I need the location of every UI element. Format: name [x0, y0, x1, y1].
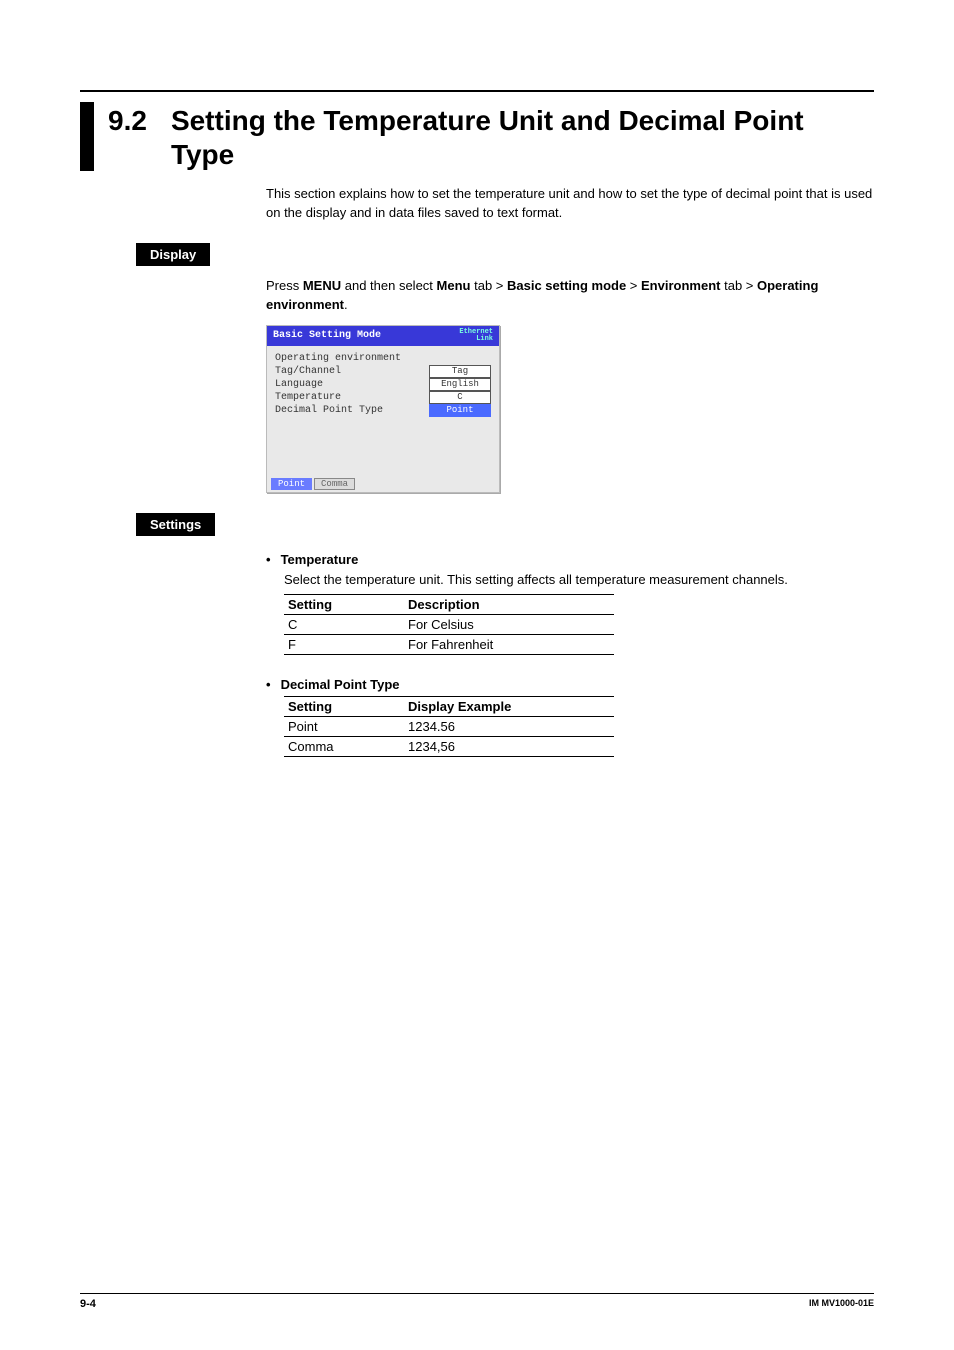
cell-desc: For Fahrenheit: [404, 634, 614, 654]
menu-key: MENU: [303, 278, 341, 293]
device-field-row: Temperature C: [275, 391, 491, 404]
device-title: Basic Setting Mode: [273, 330, 381, 341]
device-field-value[interactable]: Tag: [429, 365, 491, 378]
section-number: 9.2: [108, 102, 147, 138]
decimal-table: Setting Display Example Point 1234.56 Co…: [284, 696, 614, 757]
cell-example: 1234,56: [404, 736, 614, 756]
setting-description: Select the temperature unit. This settin…: [284, 571, 874, 590]
title-accent-bar: [80, 102, 94, 171]
cell-example: 1234.56: [404, 716, 614, 736]
col-setting: Setting: [284, 594, 404, 614]
group-label: Operating environment: [275, 353, 491, 364]
device-field-row: Tag/Channel Tag: [275, 365, 491, 378]
temperature-table: Setting Description C For Celsius F For …: [284, 594, 614, 655]
temperature-setting: • Temperature Select the temperature uni…: [266, 552, 874, 655]
table-header-row: Setting Display Example: [284, 696, 614, 716]
device-field-value[interactable]: English: [429, 378, 491, 391]
cell-desc: For Celsius: [404, 614, 614, 634]
table-row: F For Fahrenheit: [284, 634, 614, 654]
cell-setting: Point: [284, 716, 404, 736]
bullet-icon: •: [266, 552, 271, 567]
col-description: Description: [404, 594, 614, 614]
table-row: Comma 1234,56: [284, 736, 614, 756]
table-header-row: Setting Description: [284, 594, 614, 614]
device-header: Basic Setting Mode Ethernet Link: [267, 326, 499, 346]
device-screenshot: Basic Setting Mode Ethernet Link Operati…: [266, 325, 500, 493]
device-footer: Point Comma: [267, 476, 499, 492]
setting-title: Decimal Point Type: [281, 677, 400, 692]
page-footer: 9-4 IM MV1000-01E: [80, 1293, 874, 1310]
footer-option[interactable]: Comma: [314, 478, 355, 490]
device-field-value-selected[interactable]: Point: [429, 404, 491, 417]
device-screenshot-wrap: Basic Setting Mode Ethernet Link Operati…: [266, 325, 874, 493]
device-field-value[interactable]: C: [429, 391, 491, 404]
display-heading: Display: [136, 243, 210, 266]
display-navigation-path: Press MENU and then select Menu tab > Ba…: [266, 276, 874, 315]
bullet-heading: • Temperature: [266, 552, 874, 567]
bullet-icon: •: [266, 677, 271, 692]
device-field-label: Decimal Point Type: [275, 405, 429, 416]
path-text: .: [344, 297, 348, 312]
environment-tab: Environment: [641, 278, 720, 293]
device-field-label: Temperature: [275, 392, 429, 403]
eth-bot: Link: [476, 335, 493, 343]
decimal-setting: • Decimal Point Type Setting Display Exa…: [266, 677, 874, 757]
col-example: Display Example: [404, 696, 614, 716]
device-group-label: Operating environment: [275, 352, 491, 365]
device-body: Operating environment Tag/Channel Tag La…: [267, 346, 499, 476]
path-text: >: [626, 278, 641, 293]
title-row: 9.2 Setting the Temperature Unit and Dec…: [80, 102, 874, 171]
title-rule: [80, 90, 874, 92]
path-text: tab >: [720, 278, 757, 293]
page-number: 9-4: [80, 1298, 96, 1310]
device-field-row: Decimal Point Type Point: [275, 404, 491, 417]
cell-setting: Comma: [284, 736, 404, 756]
menu-tab: Menu: [437, 278, 471, 293]
setting-title: Temperature: [281, 552, 359, 567]
device-field-label: Tag/Channel: [275, 366, 429, 377]
cell-setting: F: [284, 634, 404, 654]
path-text: tab >: [470, 278, 507, 293]
table-row: C For Celsius: [284, 614, 614, 634]
device-field-label: Language: [275, 379, 429, 390]
ethernet-indicator-icon: Ethernet Link: [459, 329, 493, 343]
section-intro: This section explains how to set the tem…: [266, 185, 874, 223]
footer-option-selected[interactable]: Point: [271, 478, 312, 490]
document-id: IM MV1000-01E: [809, 1298, 874, 1310]
table-row: Point 1234.56: [284, 716, 614, 736]
bullet-heading: • Decimal Point Type: [266, 677, 874, 692]
path-text: and then select: [341, 278, 436, 293]
cell-setting: C: [284, 614, 404, 634]
basic-mode: Basic setting mode: [507, 278, 626, 293]
settings-heading: Settings: [136, 513, 215, 536]
path-text: Press: [266, 278, 303, 293]
section-title: Setting the Temperature Unit and Decimal…: [171, 102, 874, 171]
device-field-row: Language English: [275, 378, 491, 391]
col-setting: Setting: [284, 696, 404, 716]
page: 9.2 Setting the Temperature Unit and Dec…: [0, 0, 954, 757]
